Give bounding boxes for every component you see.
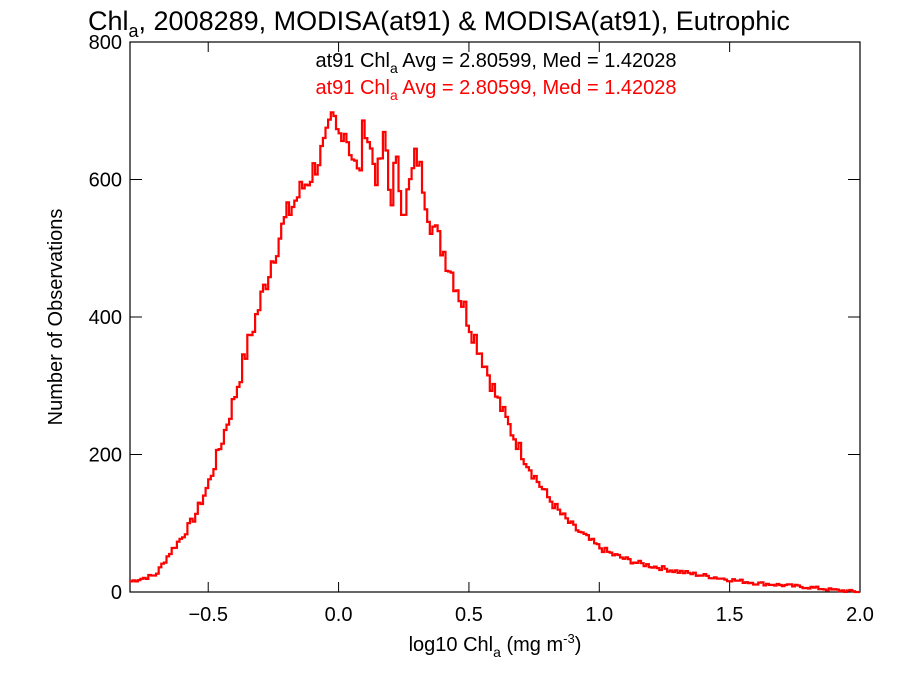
y-tick-label-1: 200 <box>89 445 122 467</box>
chart-title-subscript: a <box>129 21 140 41</box>
annotation-primary-stats: at91 Chla Avg = 2.80599, Med = 1.42028 <box>315 50 676 76</box>
chart-title-rest: , 2008289, MODISA(at91) & MODISA(at91), … <box>139 6 790 36</box>
x-tick-label-1: 0.0 <box>325 604 353 626</box>
x-tick-label-3: 1.0 <box>585 604 613 626</box>
x-tick-label-0: −0.5 <box>188 604 227 626</box>
chart-title: Chla, 2008289, MODISA(at91) & MODISA(at9… <box>88 6 790 41</box>
y-tick-label-0: 0 <box>111 582 122 604</box>
plot-frame <box>129 41 861 593</box>
y-tick-label-4: 800 <box>89 32 122 54</box>
x-tick-label-4: 1.5 <box>716 604 744 626</box>
y-tick-label-2: 400 <box>89 307 122 329</box>
series-overlay-step-line <box>130 111 860 594</box>
x-tick-label-5: 2.0 <box>846 604 874 626</box>
y-tick-label-3: 600 <box>89 170 122 192</box>
x-axis-ticks: −0.5 0.0 0.5 1.0 1.5 2.0 <box>188 42 874 626</box>
x-tick-label-2: 0.5 <box>455 604 483 626</box>
y-axis-ticks: 0 200 400 600 800 <box>89 32 860 604</box>
y-axis-title: Number of Observations <box>45 209 67 426</box>
series-primary-step-line <box>130 111 860 593</box>
annotation-overlay-stats: at91 Chla Avg = 2.80599, Med = 1.42028 <box>315 77 676 103</box>
chart-title-main: Chl <box>88 6 129 36</box>
x-axis-title: log10 Chla (mg m-3) <box>409 631 582 660</box>
